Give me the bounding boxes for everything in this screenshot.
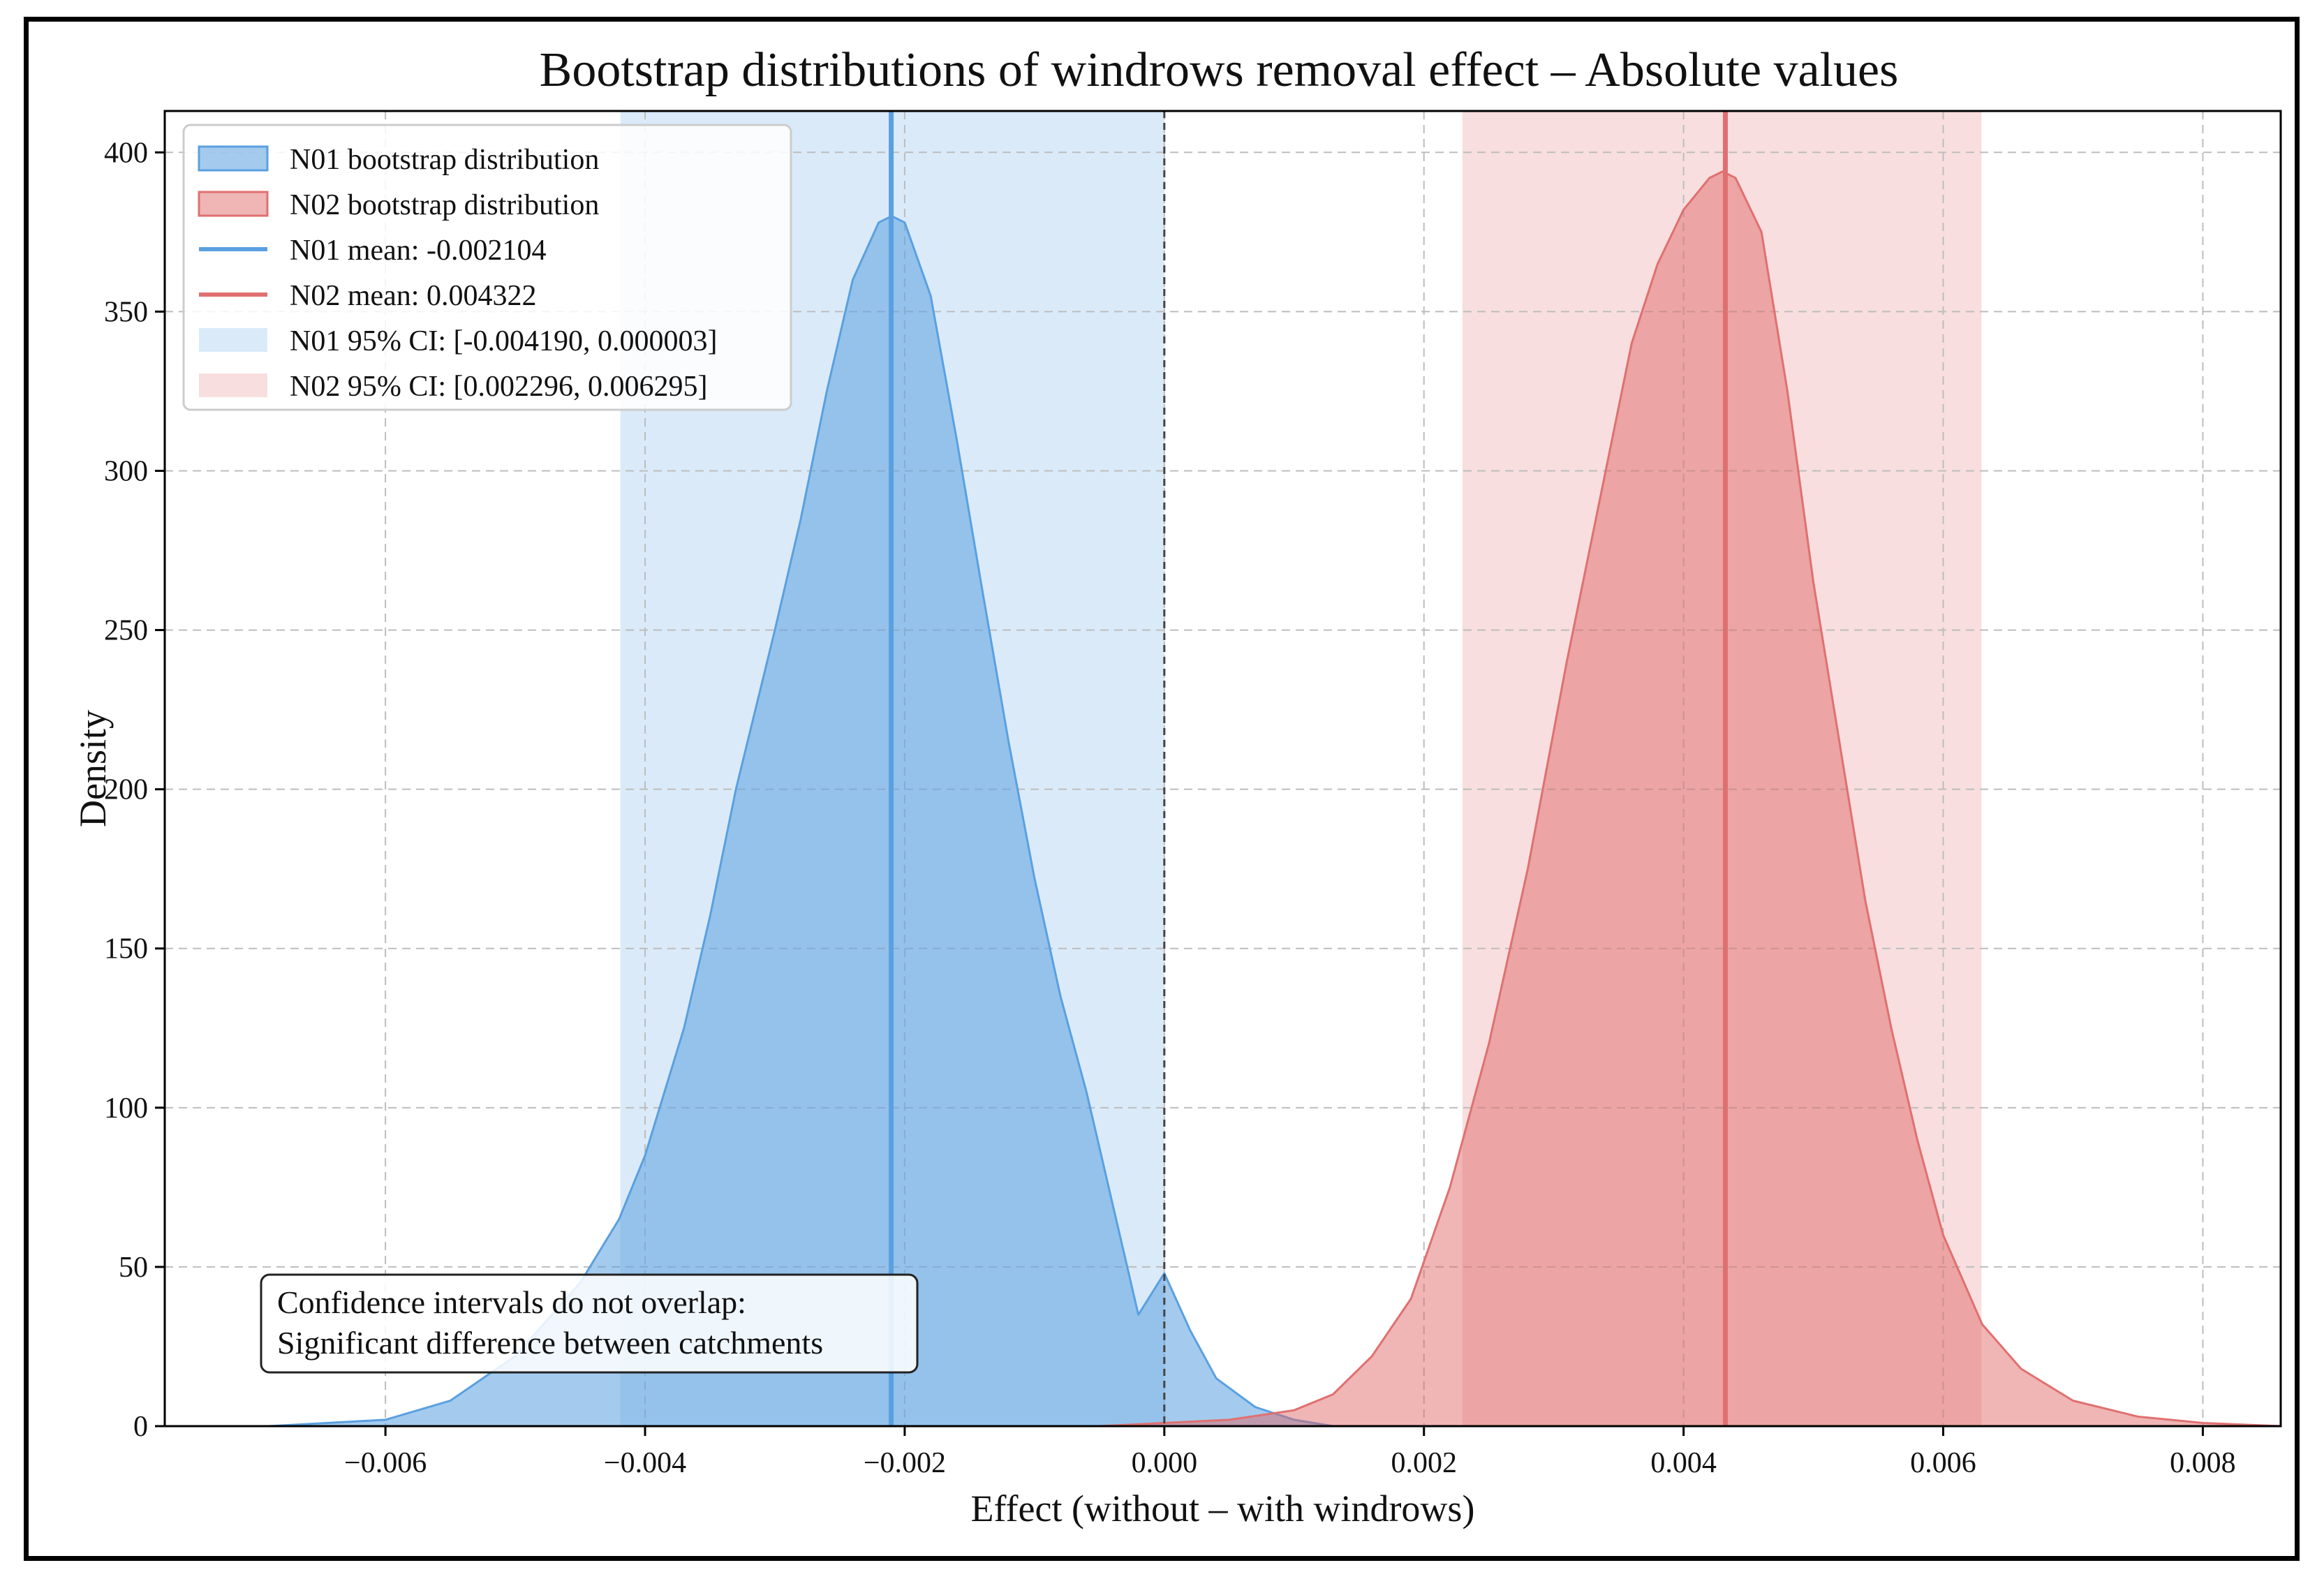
chart-legend: N01 bootstrap distribution N02 bootstrap …: [182, 124, 792, 411]
density-areas: [267, 170, 2282, 1428]
legend-swatch-1: [198, 145, 269, 172]
annotation-line-1: Confidence intervals do not overlap:: [277, 1284, 746, 1320]
legend-label-5: N01 95% CI: [-0.004190, 0.000003]: [290, 325, 717, 357]
annotation-box-frame: [260, 1273, 919, 1374]
y-tick-label-3: 150: [104, 933, 148, 965]
x-tick-label-6: 0.006: [1910, 1447, 1976, 1479]
ci-band-2: [1462, 111, 1982, 1426]
plot-area-border: [163, 110, 2282, 1428]
legend-label-1: N01 bootstrap distribution: [290, 144, 599, 176]
y-axis-label: Density: [72, 710, 114, 827]
legend-box: [182, 124, 792, 411]
x-tick-label-7: 0.008: [2170, 1447, 2236, 1479]
legend-swatch-6: [199, 373, 267, 397]
y-tick-label-0: 0: [133, 1411, 148, 1443]
y-tick-label-6: 300: [104, 455, 148, 487]
figure-frame: Bootstrap distributions of windrows remo…: [24, 17, 2300, 1561]
mean-lines: [889, 111, 1729, 1426]
y-tick-label-5: 250: [104, 615, 148, 647]
x-tick-label-4: 0.002: [1391, 1447, 1457, 1479]
density-area-2: [1098, 170, 2282, 1428]
legend-swatch-2: [198, 191, 269, 217]
density-area-1: [267, 215, 1335, 1428]
x-tick-label-5: 0.004: [1650, 1447, 1717, 1479]
legend-label-3: N01 mean: -0.002104: [290, 235, 546, 267]
y-tick-label-8: 400: [104, 137, 148, 169]
y-tick-label-7: 350: [104, 296, 148, 328]
x-tick-label-2: −0.002: [864, 1447, 946, 1479]
legend-label-6: N02 95% CI: [0.002296, 0.006295]: [290, 371, 707, 403]
x-tick-label-0: −0.006: [344, 1447, 427, 1479]
annotation-line-2: Significant difference between catchment…: [277, 1325, 823, 1361]
legend-swatch-5: [199, 328, 267, 352]
x-tick-label-3: 0.000: [1132, 1447, 1198, 1479]
chart-svg: Bootstrap distributions of windrows remo…: [72, 43, 2282, 1529]
legend-label-4: N02 mean: 0.004322: [290, 280, 536, 312]
y-tick-label-1: 50: [119, 1252, 148, 1284]
legend-label-2: N02 bootstrap distribution: [290, 189, 599, 221]
y-axis-ticks: 0 50 100 150 200 250 300 350 400: [104, 137, 165, 1443]
chart-title: Bootstrap distributions of windrows remo…: [540, 43, 1899, 97]
y-tick-label-2: 100: [104, 1092, 148, 1125]
x-axis-label: Effect (without – with windrows): [971, 1488, 1475, 1529]
x-axis-ticks: −0.006 −0.004 −0.002 0.000 0.002 0.004 0.006 0.…: [344, 1426, 2236, 1479]
y-tick-label-4: 200: [104, 774, 148, 806]
x-tick-label-1: −0.004: [604, 1447, 686, 1479]
annotation-box: Confidence intervals do not overlap: Sign…: [260, 1273, 919, 1374]
grid-lines: [165, 111, 2281, 1426]
